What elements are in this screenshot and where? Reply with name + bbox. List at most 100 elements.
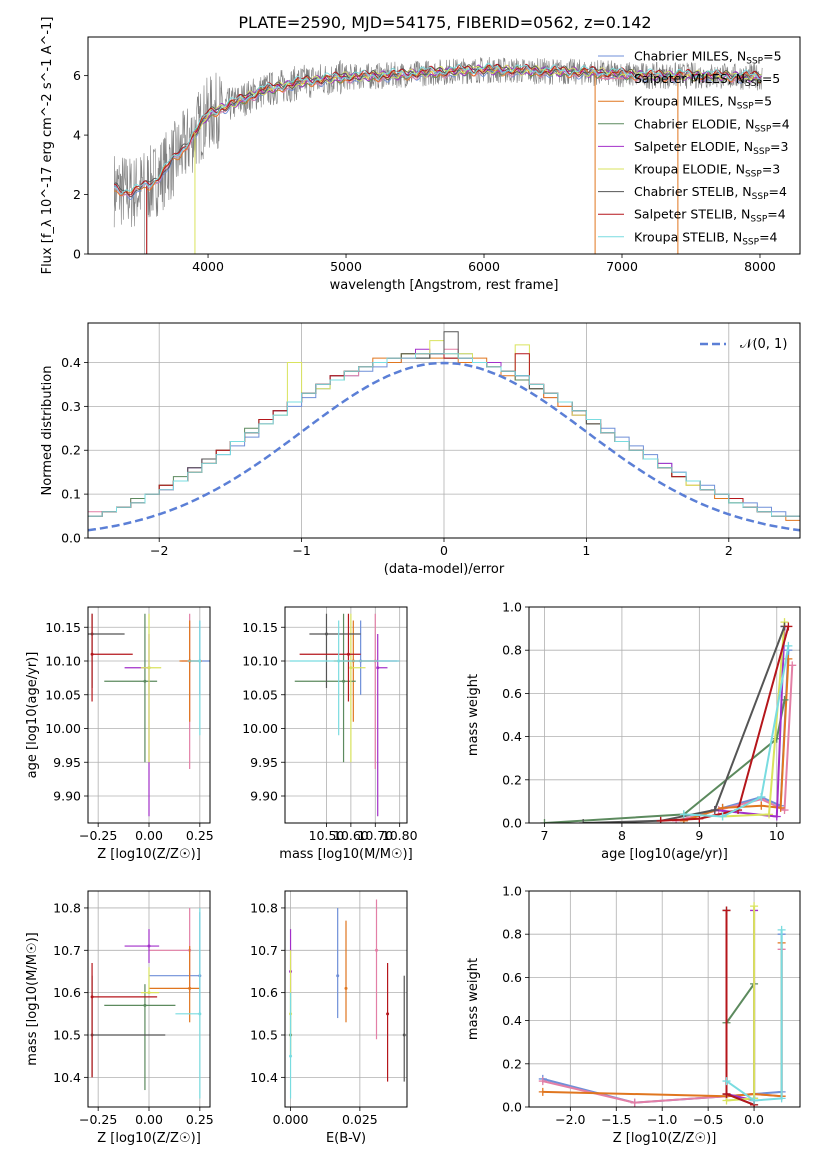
y-tick-label: 2 — [73, 187, 81, 202]
y-tick-label: 0.2 — [61, 443, 81, 458]
x-tick-label: 0.00 — [135, 1112, 163, 1127]
y-tick-label: 0.4 — [502, 729, 522, 744]
y-axis-label: Normed distribution — [40, 366, 55, 496]
mass_vs_ebv-panel: 0.000 0.025 10.4 10.5 10.6 10.7 10.8 E(B-V) — [250, 890, 408, 1146]
x-tick-label: 8 — [618, 828, 626, 843]
spectrum-marks — [113, 56, 763, 254]
weight-line — [725, 929, 783, 1102]
x-tick-label: 5000 — [330, 259, 362, 274]
legend-subscript: SSP — [746, 57, 763, 67]
x-tick-label: 0.000 — [273, 1112, 309, 1127]
histogram-step-line — [88, 353, 800, 521]
y-tick-label: 0.6 — [502, 686, 522, 701]
axes-frame — [87, 36, 801, 255]
legend-label: Kroupa ELODIE, NSSP=3 — [634, 162, 780, 180]
x-tick-label: 6000 — [468, 259, 500, 274]
axes-frame — [528, 890, 801, 1108]
data-point — [376, 666, 380, 670]
x-tick-label: −0.5 — [693, 1112, 723, 1127]
y-tick-label: 10.10 — [242, 654, 278, 669]
legend-subscript: SSP — [737, 102, 754, 112]
y-tick-label: 0.4 — [502, 1013, 522, 1028]
legend-subscript: SSP — [745, 170, 762, 180]
plus-marker — [656, 816, 665, 823]
legend-subscript: SSP — [752, 192, 769, 202]
axes-frame — [284, 890, 408, 1108]
plus-marker — [722, 906, 731, 915]
y-tick-label: 0.8 — [502, 927, 522, 942]
x-axis-label: Z [log10(Z/Z☉)] — [97, 1131, 201, 1146]
weight-line — [683, 645, 790, 818]
plus-marker — [772, 812, 781, 821]
x-tick-label: 7 — [541, 828, 549, 843]
data-point — [143, 1003, 147, 1007]
data-point — [289, 1054, 293, 1058]
residuals-panel: −2 −1 0 1 2 0.0 0.1 0.2 0.3 0.4 (data-model)/error… — [40, 322, 801, 577]
figure-title: PLATE=2590, MJD=54175, FIBERID=0562, z=0… — [238, 13, 651, 32]
y-tick-label: 10.4 — [250, 1070, 278, 1085]
weight-line — [583, 626, 786, 823]
data-point — [188, 986, 192, 990]
x-axis-label: age [log10(age/yr)] — [601, 847, 728, 862]
y-tick-label: 10.5 — [250, 1028, 278, 1043]
plus-marker — [718, 812, 727, 821]
y-tick-label: 10.05 — [242, 687, 278, 702]
x-tick-label: −0.25 — [79, 828, 117, 843]
weight-line — [725, 910, 755, 1106]
data-point — [402, 1033, 406, 1037]
y-tick-label: 10.15 — [45, 620, 81, 635]
y-tick-label: 10.5 — [53, 1028, 81, 1043]
weight-line — [725, 910, 755, 1106]
sfh_age-marks — [540, 618, 797, 823]
plus-marker — [784, 641, 793, 650]
x-tick-label: 0 — [440, 543, 448, 558]
y-tick-label: 0.2 — [502, 772, 522, 787]
axes-frame — [284, 606, 408, 824]
age_vs_z-panel: −0.25 0.00 0.25 9.90 9.95 10.00 10.05 10.10 10.1… — [25, 606, 214, 862]
model-spectrum-line — [114, 66, 761, 198]
legend-count: =3 — [762, 162, 780, 177]
x-tick-label: 9 — [695, 828, 703, 843]
normal-curve-line — [88, 361, 800, 532]
axes-frame — [87, 890, 211, 1108]
y-axis-label: age [log10(age/yr)] — [25, 652, 40, 779]
legend-subscript: SSP — [742, 237, 759, 247]
x-axis-label: Z [log10(Z/Z☉)] — [97, 847, 201, 862]
legend-count: =4 — [767, 207, 785, 222]
legend-count: =4 — [771, 116, 789, 131]
x-tick-label: 0.00 — [135, 828, 163, 843]
x-axis-label: mass [log10(M/M☉)] — [279, 847, 412, 862]
plus-marker — [679, 810, 688, 819]
y-axis-label: mass [log10(M/M☉)] — [25, 932, 40, 1065]
x-tick-label: 10.50 — [309, 828, 345, 843]
data-point — [349, 666, 353, 670]
legend-label: 𝒩(0, 1) — [740, 337, 787, 352]
legend-label: Salpeter ELODIE, NSSP=3 — [634, 139, 788, 157]
axes-frame — [87, 606, 211, 824]
y-tick-label: 10.4 — [53, 1070, 81, 1085]
plus-marker — [538, 1087, 547, 1096]
legend-count: =5 — [754, 94, 772, 109]
legend-label: Chabrier MILES, NSSP=5 — [634, 49, 782, 67]
legend-count: =5 — [763, 49, 781, 64]
x-tick-label: −1 — [292, 543, 310, 558]
data-point — [336, 974, 340, 978]
plus-marker — [540, 819, 549, 823]
data-point — [324, 632, 328, 636]
data-point — [90, 652, 94, 656]
x-tick-label: 0.25 — [186, 828, 214, 843]
plus-marker — [710, 806, 719, 815]
x-tick-label: 8000 — [744, 259, 776, 274]
y-tick-label: 0 — [73, 247, 81, 262]
legend-subscript: SSP — [754, 124, 771, 134]
plus-marker — [757, 801, 766, 810]
data-point — [344, 986, 348, 990]
data-point — [337, 659, 341, 663]
weight-line — [726, 910, 756, 1102]
x-tick-label: −1.0 — [647, 1112, 677, 1127]
axes-frame — [87, 322, 801, 539]
plus-marker — [579, 819, 588, 823]
legend-count: =4 — [759, 229, 777, 244]
legend-label: Salpeter MILES, NSSP=5 — [634, 71, 780, 89]
